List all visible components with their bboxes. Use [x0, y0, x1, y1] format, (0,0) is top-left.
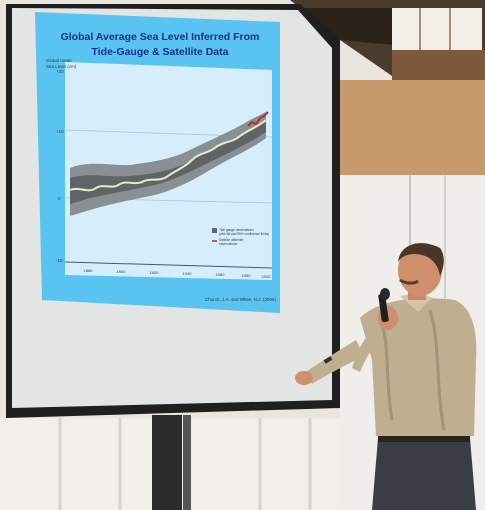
microphone	[378, 293, 389, 323]
y-tick-label: +20	[56, 69, 64, 74]
speaker	[295, 243, 477, 510]
legend-label: Tide gauge observations	[219, 228, 254, 232]
speaker-hair	[398, 243, 444, 276]
speaker-shirt	[360, 298, 477, 436]
slide-citation: Church, J.A. and White, N.J. (2006)	[205, 297, 277, 302]
y-tick-label: +10	[56, 129, 64, 134]
y-axis-label-2: Sea Level (cm)	[46, 64, 77, 69]
legend-label: Satellite altimeter	[219, 238, 244, 242]
x-tick-label: 1980	[242, 273, 252, 278]
x-axis-line	[64, 261, 273, 269]
speaker-pointing-hand	[295, 371, 313, 385]
speaker-trousers	[372, 438, 476, 510]
ceiling-shadow	[300, 8, 395, 45]
speaker-pointing-arm	[306, 340, 364, 384]
slide-title-line-2: Tide-Gauge & Satellite Data	[92, 46, 229, 58]
x-tick-label: 1920	[150, 270, 160, 275]
x-tick-label: 2000	[262, 274, 272, 279]
wristwatch	[323, 356, 333, 364]
legend-label: (with 66 and 95% confidence limits)	[219, 232, 269, 236]
x-tick-label: 1900	[117, 269, 127, 274]
slide-title-line-1: Global Average Sea Level Inferred From	[61, 31, 260, 43]
y-axis-label-1: Global mean	[46, 58, 72, 63]
x-tick-label: 1960	[216, 272, 226, 277]
legend-swatch-tide	[212, 228, 217, 233]
window-top	[392, 8, 482, 50]
x-tick-label: 1880	[84, 268, 94, 273]
x-tick-label: 1940	[183, 271, 193, 276]
y-tick-label: 0	[58, 196, 61, 201]
tide-gauge-line	[69, 119, 267, 192]
speaker-belt	[378, 432, 470, 442]
wood-wall	[340, 80, 485, 175]
wood-panel	[392, 50, 485, 80]
legend-label: observations	[219, 242, 237, 246]
screen-stand	[152, 415, 182, 510]
y-tick-label: -10	[56, 258, 63, 263]
satellite-line	[247, 111, 269, 127]
